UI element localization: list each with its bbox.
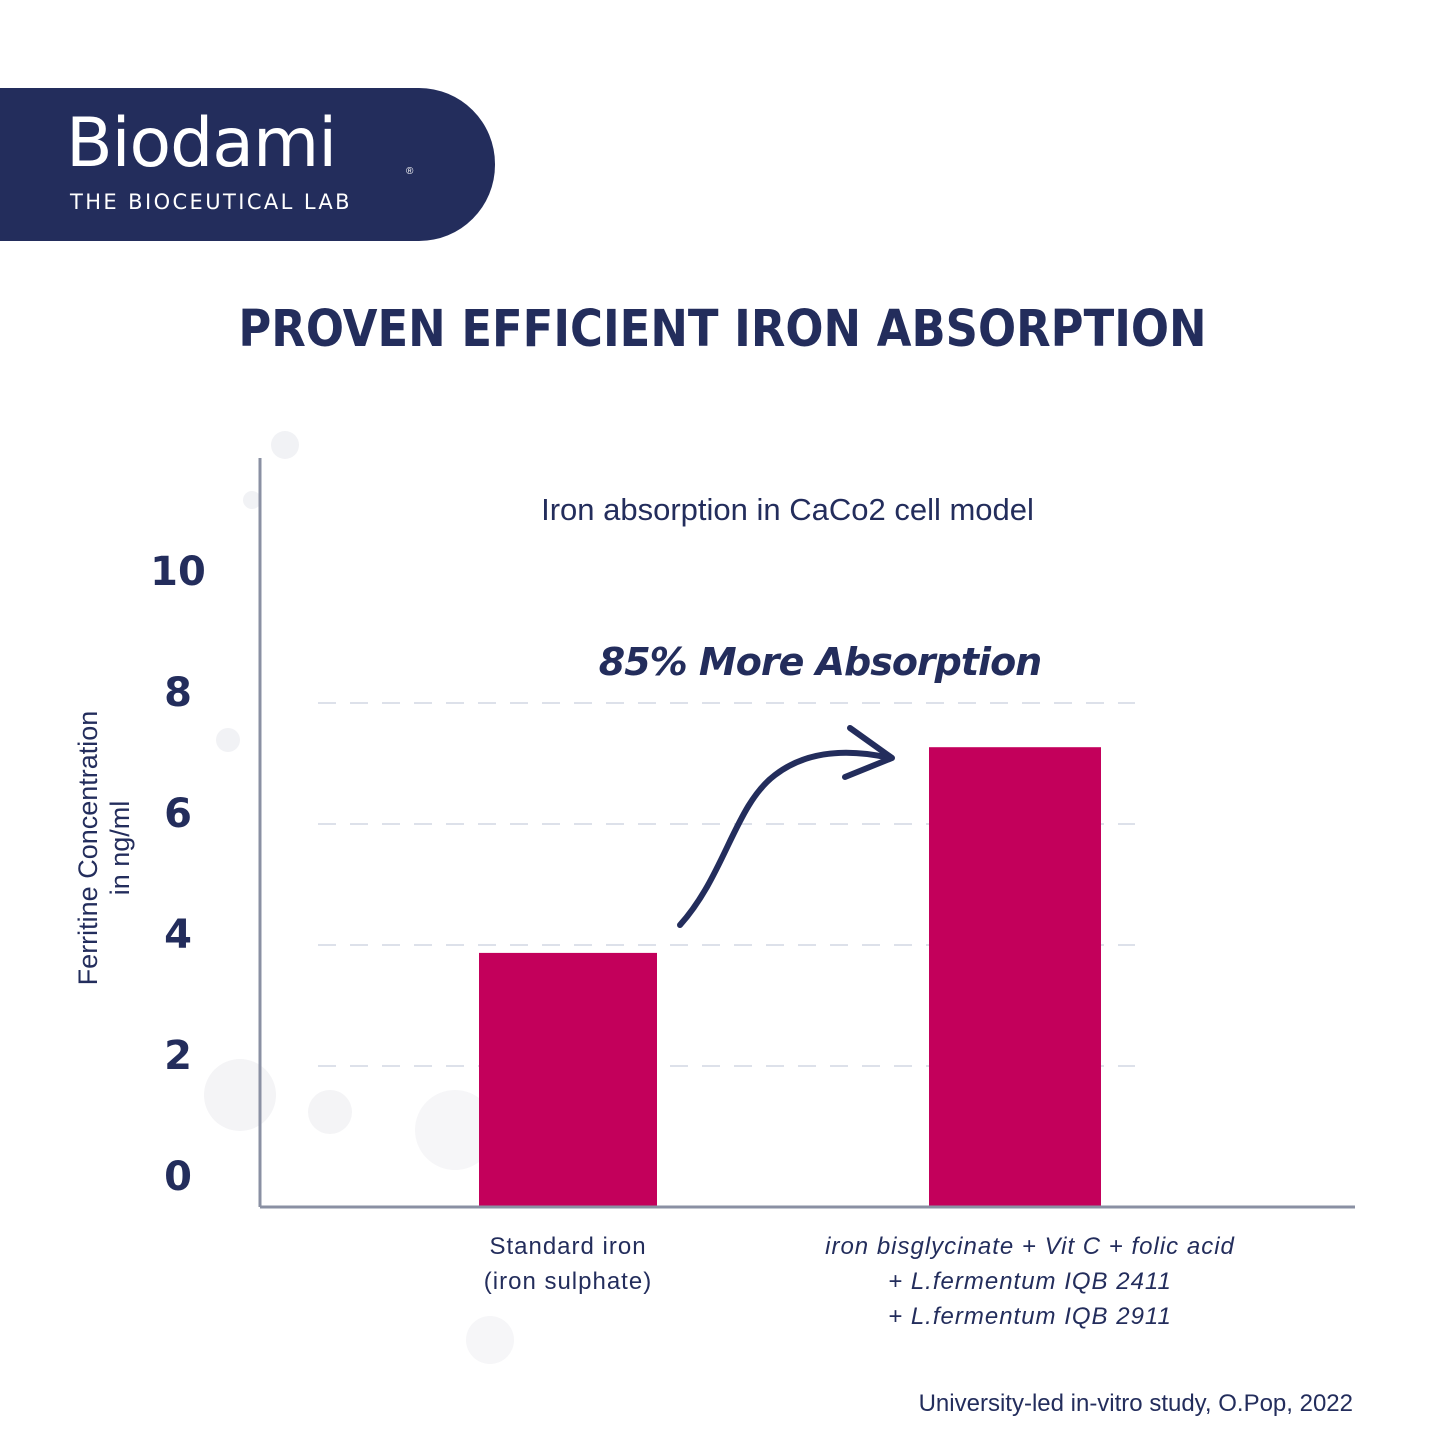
brand-banner: [0, 88, 495, 241]
y-axis-label-line1: Ferritine Concentration: [73, 710, 103, 986]
source-note: University-led in-vitro study, O.Pop, 20…: [918, 1390, 1353, 1417]
arrow-head-icon: [842, 725, 895, 780]
y-tick-label: 0: [164, 1154, 192, 1200]
brand-logo: Biodami: [66, 104, 337, 183]
registered-mark: ®: [406, 166, 414, 177]
background-decoration: [204, 431, 514, 1364]
y-tick-label: 2: [164, 1033, 192, 1079]
absorption-annotation: 85% More Absorption: [598, 640, 1042, 684]
bars: [479, 747, 1101, 1207]
y-tick-label: 6: [164, 791, 192, 837]
arrow-icon: [677, 749, 893, 928]
category-label-line: + L.fermentum IQB 2911: [888, 1303, 1172, 1330]
bar-bisglycinate-blend: [929, 747, 1101, 1207]
y-tick-label: 8: [164, 670, 192, 716]
bar-standard-iron: [479, 952, 657, 1207]
category-label-bisglycinate: iron bisglycinate + Vit C + folic acid +…: [770, 1229, 1290, 1334]
category-label-line: (iron sulphate): [483, 1268, 653, 1295]
category-label-line: Standard iron: [489, 1233, 647, 1260]
y-tick-label: 10: [150, 549, 206, 595]
category-label-standard-iron: Standard iron (iron sulphate): [418, 1229, 718, 1299]
y-tick-label: 4: [164, 912, 192, 958]
category-label-line: + L.fermentum IQB 2411: [888, 1268, 1172, 1295]
category-label-line: iron bisglycinate + Vit C + folic acid: [825, 1233, 1235, 1260]
chart-title: Iron absorption in CaCo2 cell model: [541, 492, 1034, 527]
brand-tagline: THE BIOCEUTICAL LAB: [70, 190, 352, 214]
page-title: PROVEN EFFICIENT IRON ABSORPTION: [238, 300, 1207, 359]
y-axis-label-line2: in ng/ml: [105, 800, 135, 896]
